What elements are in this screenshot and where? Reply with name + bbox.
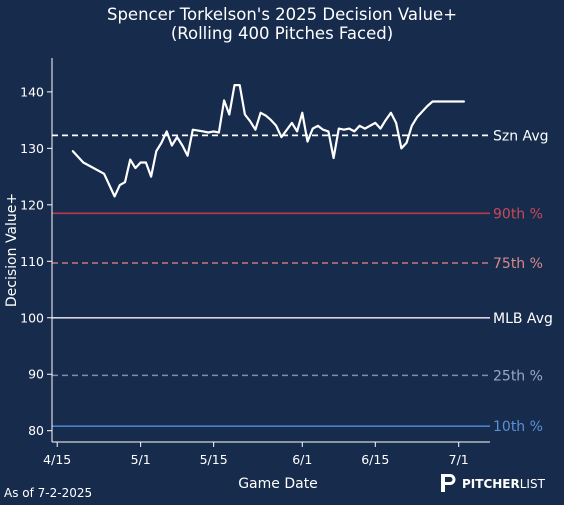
reference-label-4: 25th % [493, 368, 543, 384]
series-group [71, 83, 465, 198]
reference-label-1: 90th % [493, 206, 543, 222]
y-tick-label-5: 130 [20, 141, 44, 156]
x-tick-label-0: 4/15 [43, 452, 71, 467]
y-tick-label-0: 80 [28, 423, 44, 438]
chart-subtitle: (Rolling 400 Pitches Faced) [171, 24, 393, 43]
series-line-0 [71, 83, 465, 198]
y-tick-label-6: 140 [20, 84, 44, 99]
x-axis-label: Game Date [238, 476, 318, 492]
reference-label-5: 10th % [493, 419, 543, 435]
reference-label-0: Szn Avg [493, 128, 549, 144]
y-axis-label: Decision Value+ [4, 193, 20, 307]
x-tick-label-5: 7/1 [449, 452, 469, 467]
y-tick-label-1: 90 [28, 367, 44, 382]
y-tick-label-2: 100 [20, 310, 44, 325]
x-tick-label-2: 5/15 [200, 452, 228, 467]
pitcherlist-logo: PITCHERLIST [441, 474, 546, 492]
pitcherlist-wordmark: PITCHERLIST [462, 477, 546, 491]
pitcherlist-p-icon [441, 474, 456, 492]
as-of-date: As of 7-2-2025 [4, 486, 92, 500]
x-tick-label-4: 6/15 [361, 452, 389, 467]
reference-label-2: 75th % [493, 256, 543, 272]
reference-labels: Szn Avg 90th % 75th % MLB Avg 25th % 10th % [493, 128, 553, 435]
y-axis-ticks: 80 90 100 110 120 130 140 [20, 84, 52, 438]
x-tick-label-1: 5/1 [131, 452, 151, 467]
reference-label-3: MLB Avg [493, 311, 553, 327]
x-axis-ticks: 4/15 5/1 5/15 6/1 6/15 7/1 [43, 442, 469, 467]
x-tick-label-3: 6/1 [292, 452, 312, 467]
wordmark-list: LIST [520, 477, 546, 491]
chart-title: Spencer Torkelson's 2025 Decision Value+ [107, 5, 457, 24]
y-tick-label-4: 120 [20, 197, 44, 212]
reference-lines [52, 134, 490, 427]
wordmark-pitcher: PITCHER [462, 477, 520, 491]
y-tick-label-3: 110 [20, 254, 44, 269]
